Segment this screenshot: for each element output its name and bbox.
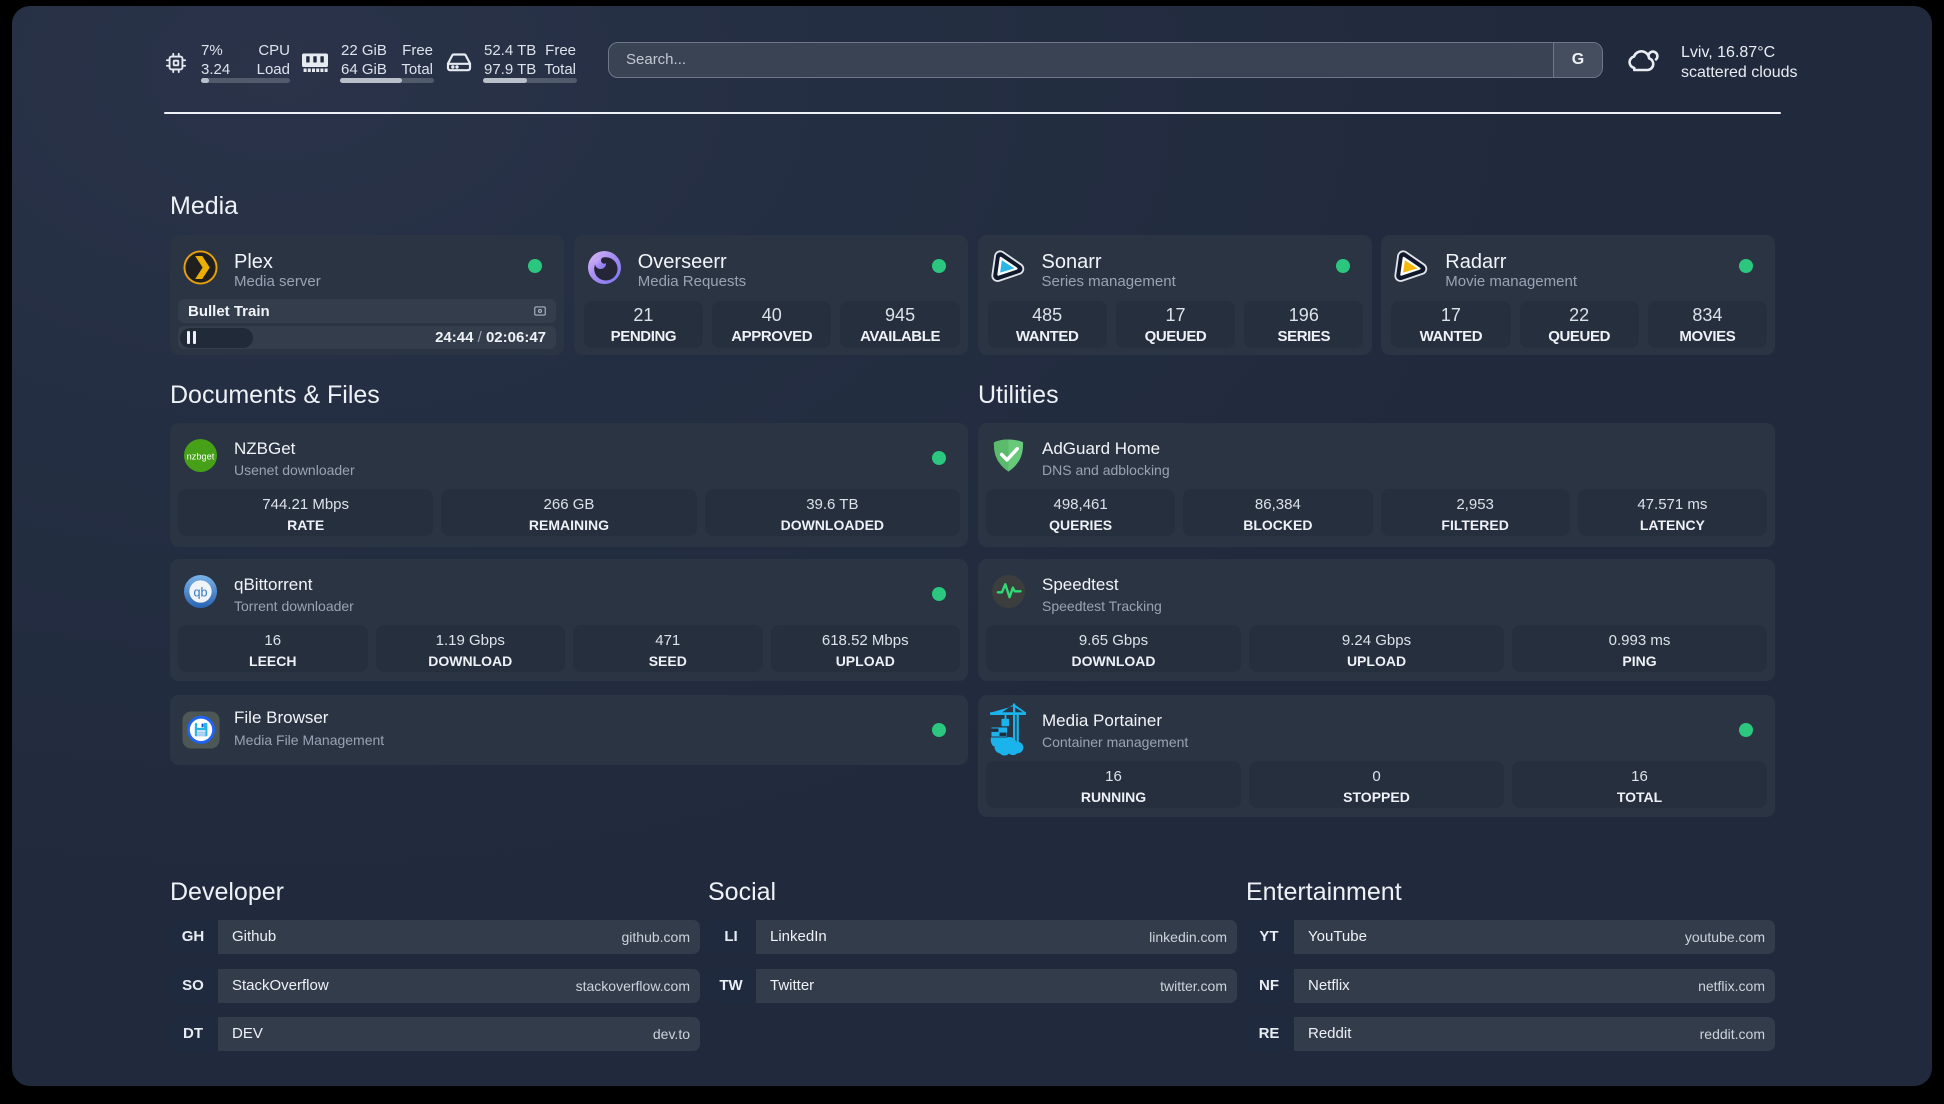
svg-text:qb: qb xyxy=(193,585,207,599)
svg-text:nzbget: nzbget xyxy=(187,451,215,461)
